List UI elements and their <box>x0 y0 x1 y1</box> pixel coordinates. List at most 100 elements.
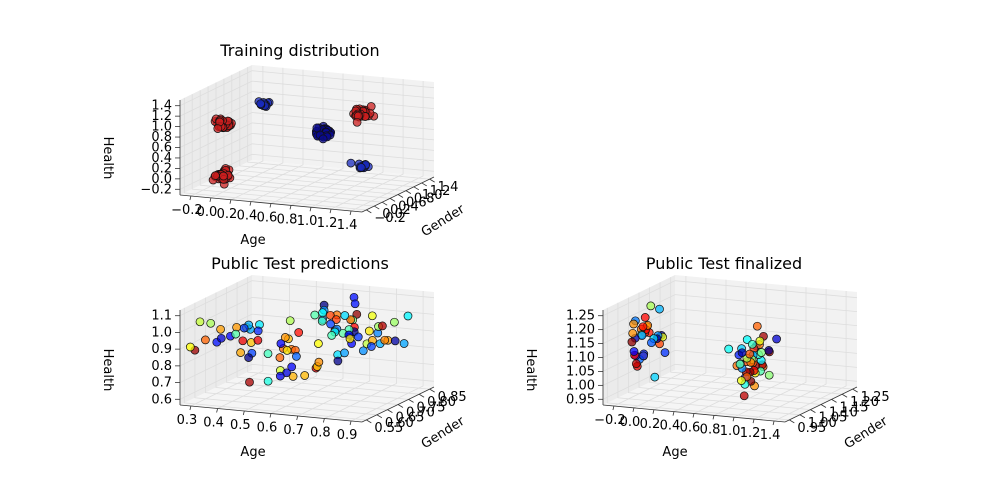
data-point <box>353 332 363 342</box>
y-tick <box>408 399 414 403</box>
data-point <box>757 348 766 357</box>
grid-line-z <box>179 80 435 117</box>
data-point <box>238 336 248 346</box>
x-tick <box>772 420 775 426</box>
grid-line-y <box>236 282 420 395</box>
subplot-public-test-finalized: Public Test finalized Age Gender Health … <box>523 254 891 460</box>
z-tick-label: 1.4 <box>151 99 172 114</box>
x-axis-label: Age <box>240 233 265 248</box>
data-point <box>282 346 292 355</box>
grid-line-x <box>350 81 424 212</box>
z-tick-label: 0.8 <box>151 130 172 145</box>
grid-line-y <box>183 97 367 211</box>
y-tick-label: 0.70 <box>406 406 435 421</box>
data-point <box>764 370 774 380</box>
data-point <box>638 322 648 332</box>
y-tick <box>820 404 827 408</box>
grid-line-z <box>602 280 858 317</box>
x-tick <box>189 405 192 411</box>
data-point <box>310 310 320 320</box>
data-point <box>294 328 304 337</box>
data-point <box>276 339 286 348</box>
x-tick <box>249 201 252 206</box>
z-tick-label: 1.20 <box>566 323 595 338</box>
data-point <box>660 348 670 357</box>
x-tick-label: 1.0 <box>720 424 741 439</box>
grid-line-y <box>204 297 388 410</box>
z-tick-label: 0.95 <box>566 392 595 407</box>
grid-line-z <box>179 122 435 159</box>
grid-line-x <box>350 291 424 422</box>
data-point <box>206 318 216 328</box>
z-tick-label: 0.9 <box>151 342 172 357</box>
grid-line-x <box>310 77 384 208</box>
grid-line-y <box>247 277 430 390</box>
z-tick-label: 1.1 <box>151 309 172 324</box>
data-point <box>631 359 641 369</box>
x-tick <box>309 207 312 212</box>
x-tick-label: −0.2 <box>594 413 626 428</box>
data-point <box>639 351 648 361</box>
data-point <box>724 344 734 354</box>
data-point <box>655 304 664 314</box>
y-tick <box>429 388 435 393</box>
y-tick-label: 1.00 <box>808 416 837 431</box>
data-point <box>747 339 757 349</box>
z-tick-label: 0.2 <box>151 161 172 176</box>
y-tick <box>387 409 393 413</box>
x-tick <box>329 209 332 214</box>
z-tick-label: 1.05 <box>566 364 595 379</box>
y-tick-label: 0.2 <box>390 203 411 218</box>
data-point <box>345 334 355 344</box>
data-point <box>772 334 781 344</box>
data-point <box>275 353 285 362</box>
x-tick <box>692 413 695 418</box>
data-point <box>629 347 639 356</box>
x-tick-label: 0.6 <box>257 211 278 226</box>
x-tick-label: 0.2 <box>217 207 238 222</box>
grid-line-z <box>602 322 858 358</box>
y-tick <box>376 414 383 419</box>
data-point <box>650 372 660 382</box>
grid-line-x <box>190 66 264 197</box>
data-point <box>219 171 228 181</box>
z-tick-label: −0.2 <box>140 182 172 197</box>
grid-line-z <box>179 347 435 383</box>
x-tick-label: 0.4 <box>237 209 258 224</box>
data-point <box>737 348 747 358</box>
x-tick <box>269 413 272 418</box>
y-tick-label: 0.60 <box>385 416 414 431</box>
x-tick <box>242 410 245 416</box>
y-tick <box>389 198 396 202</box>
x-tick <box>189 195 192 201</box>
data-point <box>287 362 297 372</box>
grid-line-y <box>207 86 391 199</box>
x-tick <box>632 407 635 412</box>
y-tick-label: 0.85 <box>438 390 467 405</box>
z-tick-label: 0.6 <box>151 392 172 407</box>
x-tick-label: 0.4 <box>660 419 681 434</box>
grid-line-y <box>628 297 811 410</box>
y-tick <box>418 393 425 398</box>
data-point <box>346 158 356 168</box>
data-point <box>239 323 249 333</box>
grid-line-z <box>602 349 858 386</box>
x-axis-label: Age <box>662 445 687 460</box>
y-tick <box>381 201 388 206</box>
x-tick <box>209 197 212 202</box>
data-point <box>737 376 746 385</box>
data-point <box>318 308 327 318</box>
y-tick-label: 0.95 <box>797 421 826 436</box>
data-point <box>244 353 253 362</box>
grid-line-x <box>713 285 787 416</box>
data-point <box>352 117 362 127</box>
y-tick-label: 0.75 <box>417 400 446 415</box>
x-tick <box>612 405 615 411</box>
data-point <box>231 329 241 339</box>
data-point <box>326 319 335 329</box>
z-tick-label: 1.25 <box>566 309 595 324</box>
data-point <box>752 321 762 331</box>
data-point <box>245 377 254 387</box>
data-point <box>745 349 755 359</box>
z-tick-label: 1.0 <box>151 325 172 340</box>
